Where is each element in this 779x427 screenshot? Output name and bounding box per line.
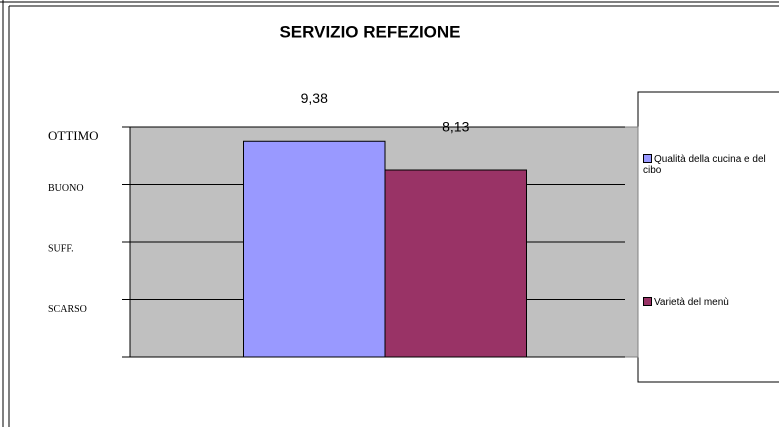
bar: [243, 140, 386, 358]
y-tick-label: SUFF.: [48, 243, 74, 254]
legend-swatch: [643, 154, 652, 163]
legend-label: Varietà del menù: [654, 297, 729, 308]
chart-title: SERVIZIO REFEZIONE: [279, 22, 460, 41]
legend-item: Qualità della cucina e del cibo: [643, 154, 779, 176]
y-tick-label: SCARSO: [48, 304, 87, 315]
legend-box: [637, 91, 779, 383]
legend-item: Varietà del menù: [643, 297, 779, 308]
bar: [384, 169, 527, 358]
legend-label: Qualità della cucina e del cibo: [643, 154, 766, 176]
y-tick-label: OTTIMO: [48, 128, 99, 143]
data-label: 9,38: [301, 90, 328, 106]
y-tick-label: BUONO: [48, 183, 84, 194]
data-label: 8,13: [442, 119, 469, 135]
legend-swatch: [643, 297, 652, 306]
